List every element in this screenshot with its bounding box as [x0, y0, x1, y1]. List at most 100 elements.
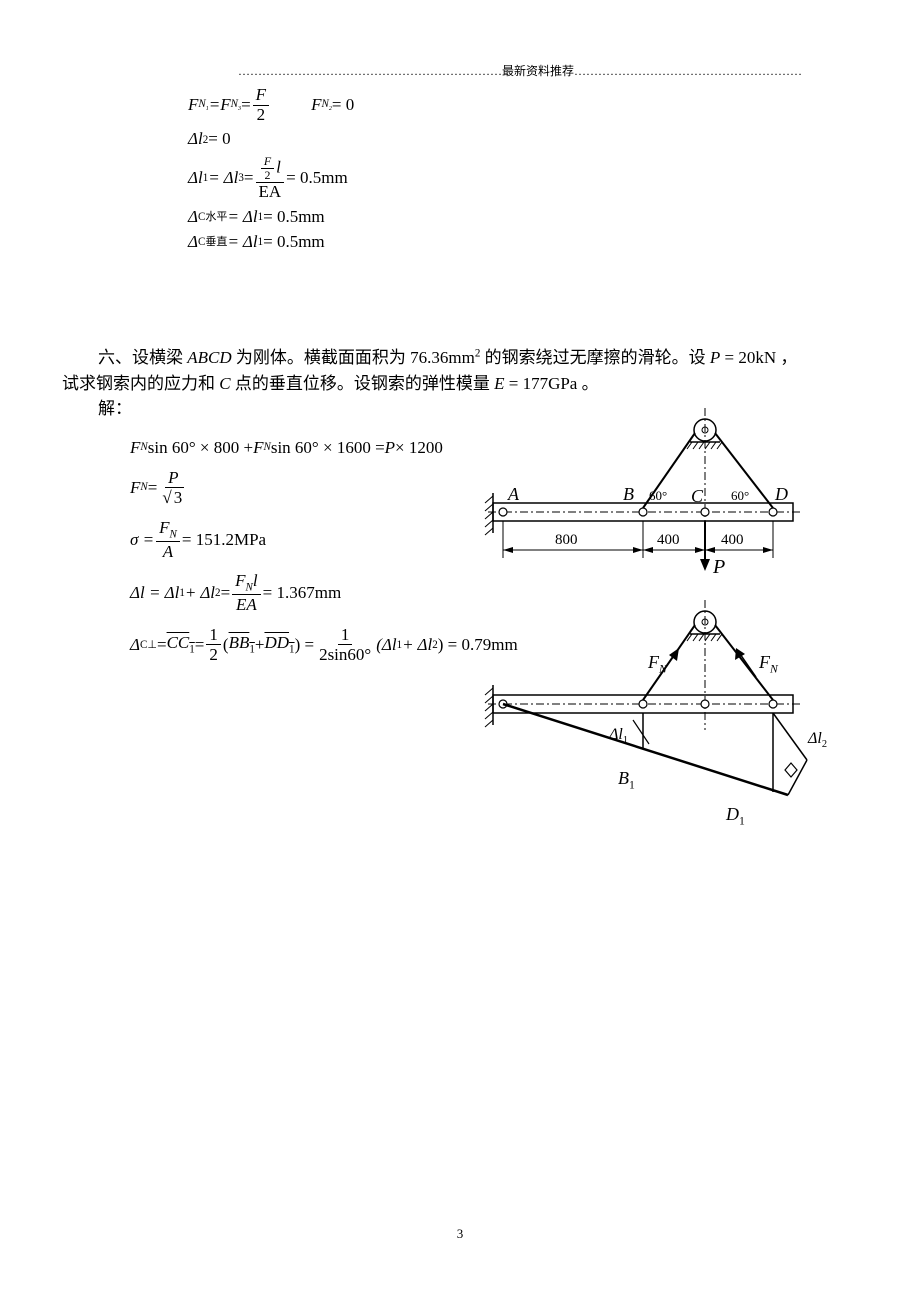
frac-num: F2l [256, 155, 284, 183]
diagram-1: A B C D P 60° 60° 800 400 400 [473, 408, 858, 598]
label-dl2: Δl2 [808, 730, 827, 750]
eq-var: σ = [130, 530, 154, 550]
eq1-line2: Δl2 = 0 [188, 130, 354, 149]
eq-val: = 1.367mm [263, 583, 342, 603]
eq-text: × 1200 [395, 438, 443, 458]
text: = 177GPa 。 [504, 374, 598, 393]
header-dotted-line: …………………………………………………………最新资料推荐………………………………… [180, 62, 860, 79]
eq-text: sin 60° × 1600 = [271, 438, 385, 458]
label-d1: D1 [726, 804, 745, 828]
label-dl1: Δl1 [609, 726, 628, 746]
fraction: FNA [156, 518, 180, 562]
eq2-line4: Δl = Δl1 + Δl2 = FNlEA = 1.367mm [130, 571, 518, 615]
text: 的钢索绕过无摩擦的滑轮。设 [480, 348, 710, 367]
eq-val: = 0.5mm [263, 233, 325, 252]
var-c: C [219, 374, 230, 393]
eq-var: Δ [188, 208, 198, 227]
eq-val: = 0.5mm [286, 169, 348, 188]
label-p: P [713, 556, 725, 579]
overline: BB1 [229, 633, 255, 656]
fraction: FNlEA [232, 571, 261, 615]
label-c: C [691, 486, 703, 507]
problem-line1: 六、设横梁 ABCD 为刚体。横截面面积为 76.36mm2 的钢索绕过无摩擦的… [98, 345, 868, 371]
eq1-line5: ΔC垂直 = Δl1 = 0.5mm [188, 233, 354, 252]
eq-var: (Δl [376, 635, 396, 655]
diagram-2: FN FN Δl1 Δl2 B1 D1 [473, 600, 858, 840]
dim-400a: 400 [657, 532, 680, 549]
eq-op: = [209, 96, 220, 115]
problem-line2: 试求钢索内的应力和 C 点的垂直位移。设钢索的弹性模量 E = 177GPa 。 [62, 371, 868, 397]
eq-paren: ) = [295, 635, 315, 655]
eq-op: = [148, 478, 158, 498]
text: 为刚体。横截面面积为 76.36mm [232, 348, 475, 367]
eq-val: = 0.5mm [263, 208, 325, 227]
fraction: 12sin60° [316, 625, 374, 665]
eq-var: Δ [130, 635, 140, 655]
overline: CC1 [167, 633, 195, 656]
eq1-line4: ΔC水平 = Δl1 = 0.5mm [188, 208, 354, 227]
eq-var: F [253, 438, 263, 458]
eq2-line3: σ = FNA = 151.2MPa [130, 518, 518, 562]
eq-sub: C⊥ [140, 639, 157, 652]
eq-sub: N [263, 441, 270, 454]
var-abcd: ABCD [187, 348, 231, 367]
sqrt: 3 [162, 488, 184, 508]
inner-fraction: F2 [261, 155, 274, 182]
eq-op: = [221, 583, 231, 603]
eq-var: F [130, 438, 140, 458]
fraction: P3 [159, 468, 187, 508]
eq-var: Δl = Δl [130, 583, 179, 603]
eq-op: = [241, 96, 251, 115]
var-e: E [494, 374, 504, 393]
dim-800: 800 [555, 532, 578, 549]
frac-num: FN [156, 518, 180, 542]
angle-60-2: 60° [731, 488, 749, 504]
angle-60-1: 60° [649, 488, 667, 504]
eq-var: P [385, 438, 395, 458]
text: = 20kN ， [720, 348, 797, 367]
frac-num: F [253, 86, 269, 106]
frac-num: P [165, 468, 181, 489]
frac-num: 1 [338, 625, 353, 646]
equation-block-1: FN1 = FN3 = F2 FN2 = 0 Δl2 = 0 Δl1 = Δl3… [188, 86, 354, 257]
label-b: B [623, 484, 634, 505]
frac-den: EA [255, 183, 284, 202]
equation-block-2: FN sin 60° × 800 + FN sin 60° × 1600 = P… [130, 438, 518, 675]
eq-var: + Δl [185, 583, 215, 603]
eq-sub: N [140, 441, 147, 454]
fraction: 12 [206, 625, 221, 665]
frac-den: 2 [206, 645, 221, 665]
eq-var: F [311, 96, 321, 115]
frac-den: 2 [254, 106, 269, 125]
eq-var: Δl [188, 130, 203, 149]
label-d: D [775, 484, 788, 505]
page-number: 3 [0, 1226, 920, 1242]
label-a: A [508, 484, 519, 505]
dim-400b: 400 [721, 532, 744, 549]
eq-var: F [188, 96, 198, 115]
frac-den: 3 [159, 488, 187, 508]
eq-sub: C水平 [198, 211, 227, 223]
eq-op: = [244, 169, 254, 188]
eq2-line2: FN = P3 [130, 468, 518, 508]
eq-val: = 151.2MPa [182, 530, 266, 550]
eq-var: F [220, 96, 230, 115]
label-fn1: FN [648, 652, 667, 676]
label-b1: B1 [618, 768, 635, 792]
eq-var: = Δl [208, 169, 238, 188]
eq2-line5: ΔC⊥ = CC1 = 12 ( BB1 + DD1 ) = 12sin60° … [130, 625, 518, 665]
frac-den: A [160, 542, 176, 562]
eq1-line3: Δl1 = Δl3 = F2l EA = 0.5mm [188, 155, 354, 202]
eq-sub: N [321, 98, 328, 110]
var-p: P [710, 348, 720, 367]
text: 点的垂直位移。设钢索的弹性模量 [231, 374, 495, 393]
eq-sub: N [198, 98, 205, 110]
fraction: F2l EA [255, 155, 284, 202]
eq-sub: C垂直 [198, 236, 227, 248]
eq-val: = 0 [208, 130, 230, 149]
label-fn2: FN [759, 652, 778, 676]
overline: DD1 [264, 633, 294, 656]
frac-den: EA [233, 595, 260, 615]
eq-var: = Δl [227, 233, 257, 252]
eq-op: = [157, 635, 167, 655]
